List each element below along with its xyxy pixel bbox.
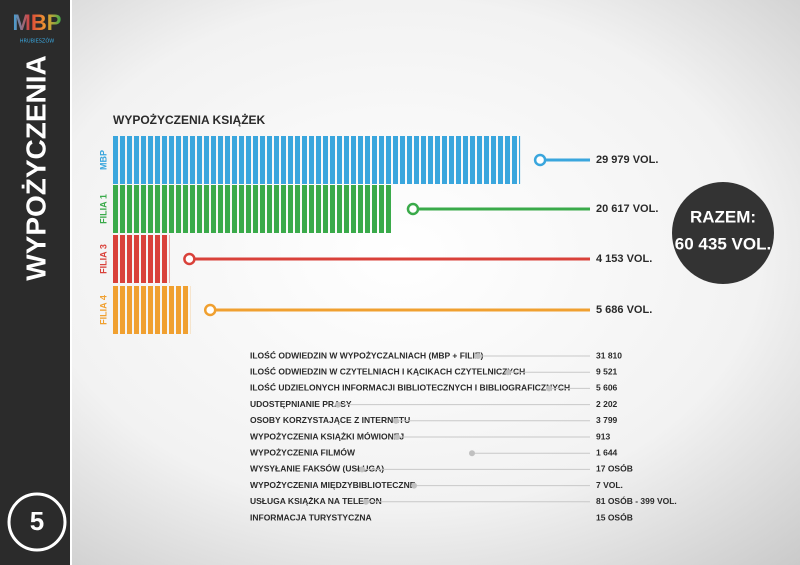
stat-label: WYPOŻYCZENIA MIĘDZYBIBLIOTECZNE <box>250 480 416 490</box>
stat-dot <box>546 385 552 392</box>
leader-dot <box>406 202 420 216</box>
value-label: 5 686 VOL. <box>596 304 652 316</box>
stat-value: 1 644 <box>596 447 618 457</box>
stat-dot <box>393 417 399 424</box>
leader-dot <box>203 303 217 317</box>
value-label: 20 617 VOL. <box>596 203 658 215</box>
stat-value: 81 OSÓB - 399 VOL. <box>596 495 677 506</box>
stat-label: WYPOŻYCZENIA KSIĄŻKI MÓWIONEJ <box>250 430 404 441</box>
stat-dot <box>335 401 341 408</box>
stat-value: 913 <box>596 431 610 441</box>
stat-value: 7 VOL. <box>596 480 623 490</box>
stat-value: 15 OSÓB <box>596 511 633 522</box>
page-number: 5 <box>30 506 44 536</box>
logo-sub: HRUBIESZÓW <box>20 38 54 45</box>
stat-label: WYPOŻYCZENIA FILMÓW <box>250 446 356 457</box>
sidebar-title: WYPOŻYCZENIA <box>20 55 51 281</box>
stat-label: ILOŚĆ ODWIEDZIN W WYPOŻYCZALNIACH (MBP +… <box>250 349 484 360</box>
stat-label: INFORMACJA TURYSTYCZNA <box>250 512 372 522</box>
value-label: 29 979 VOL. <box>596 154 658 166</box>
bar <box>113 136 521 184</box>
leader-dot <box>533 153 547 167</box>
stat-label: WYSYŁANIE FAKSÓW (USŁUGA) <box>250 463 384 474</box>
stat-value: 3 799 <box>596 415 618 425</box>
bar <box>113 235 170 283</box>
value-label: 4 153 VOL. <box>596 253 652 265</box>
stat-dot <box>469 450 475 457</box>
stat-value: 2 202 <box>596 399 618 409</box>
bar <box>113 286 191 334</box>
stat-dot <box>394 434 400 440</box>
total-value: 60 435 VOL. <box>675 234 771 253</box>
total-label: RAZEM: <box>690 207 756 226</box>
stat-label: OSOBY KORZYSTAJĄCE Z INTERNETU <box>250 415 410 425</box>
stat-label: ILOŚĆ ODWIEDZIN W CZYTELNIACH I KĄCIKACH… <box>250 365 525 376</box>
stat-label: ILOŚĆ UDZIELONYCH INFORMACJI BIBLIOTECZN… <box>250 382 570 393</box>
sidebar <box>0 0 70 565</box>
stat-dot <box>363 498 369 505</box>
stat-dot <box>359 466 365 473</box>
stat-label: USŁUGA KSIĄŻKA NA TELEFON <box>250 496 382 506</box>
sidebar-edge <box>70 0 72 565</box>
stat-value: 5 606 <box>596 383 618 393</box>
stat-dot <box>475 353 481 359</box>
stat-label: UDOSTĘPNIANIE PRASY <box>250 399 352 409</box>
stat-dot <box>411 482 417 489</box>
category-label: FILIA 3 <box>98 244 108 274</box>
category-label: FILIA 4 <box>98 295 108 325</box>
leader-dot <box>183 252 196 266</box>
stat-dot <box>505 369 511 376</box>
stat-value: 17 OSÓB <box>596 463 633 474</box>
logo: MBP <box>13 10 62 35</box>
category-label: MBP <box>98 150 108 170</box>
page-circle <box>7 492 67 552</box>
total-circle <box>672 182 774 284</box>
stat-value: 31 810 <box>596 350 622 360</box>
category-label: FILIA 1 <box>98 194 108 224</box>
bar <box>113 185 393 233</box>
stat-value: 9 521 <box>596 366 618 376</box>
chart-title: WYPOŻYCZENIA KSIĄŻEK <box>113 112 266 127</box>
